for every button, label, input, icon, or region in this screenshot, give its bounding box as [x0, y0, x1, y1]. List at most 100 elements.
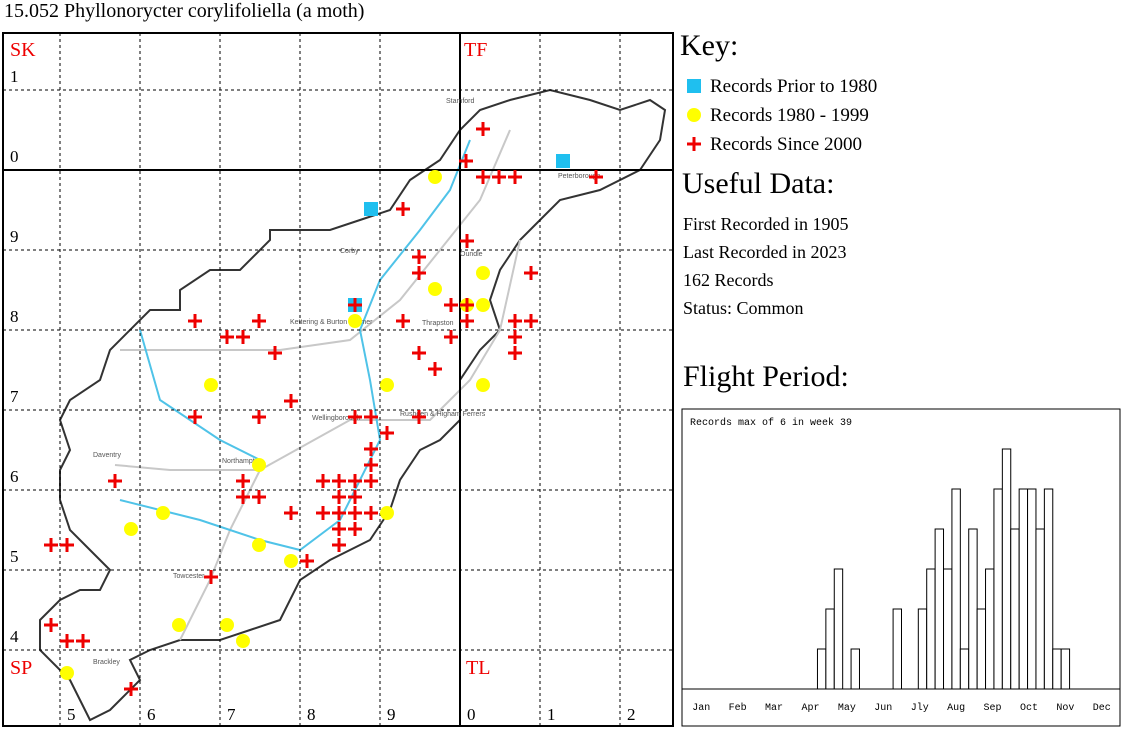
town-label: Brackley: [93, 659, 120, 666]
record-since-2000: [508, 314, 522, 328]
month-label: Jun: [874, 703, 892, 714]
month-label: May: [838, 703, 856, 714]
town-label: Peterborough: [558, 173, 601, 180]
week-bar: [985, 568, 995, 690]
record-since-2000: [332, 538, 346, 552]
records: [44, 122, 603, 696]
record-since-2000: [332, 474, 346, 488]
record-since-2000: [428, 362, 442, 376]
record-since-2000: [348, 474, 362, 488]
record-since-2000: [396, 202, 410, 216]
record-since-2000: [236, 490, 250, 504]
key-item: Records 1980 - 1999: [710, 105, 869, 126]
row-label: 6: [10, 467, 19, 486]
week-bar: [993, 488, 1003, 690]
column-label: 7: [227, 705, 236, 724]
record-1980-1999: [172, 618, 186, 632]
town-label: Wellingborough: [312, 415, 361, 422]
column-label: 0: [467, 705, 476, 724]
record-1980-1999: [220, 618, 234, 632]
town-label: Thrapston: [422, 320, 454, 327]
column-label: 2: [627, 705, 636, 724]
record-1980-1999: [348, 314, 362, 328]
record-since-2000: [364, 442, 378, 456]
record-since-2000: [412, 266, 426, 280]
record-since-2000: [508, 346, 522, 360]
record-since-2000: [44, 618, 58, 632]
record-since-2000: [396, 314, 410, 328]
record-since-2000: [476, 122, 490, 136]
record-since-2000: [236, 474, 250, 488]
week-bar: [1018, 488, 1029, 690]
column-label: 9: [387, 705, 396, 724]
record-since-2000: [332, 490, 346, 504]
month-label: Oct: [1020, 703, 1038, 714]
record-since-2000: [524, 266, 538, 280]
square-label: SK: [10, 39, 36, 61]
row-label: 4: [10, 627, 19, 646]
town-label: Oundle: [460, 251, 483, 258]
week-bar: [892, 608, 902, 690]
month-label: Nov: [1056, 703, 1074, 714]
record-since-2000: [348, 490, 362, 504]
record-since-2000: [332, 522, 346, 536]
record-1980-1999: [284, 554, 298, 568]
useful-data-line: Status: Common: [683, 298, 804, 318]
useful-data-line: 162 Records: [683, 270, 773, 290]
chart-note: Records max of 6 in week 39: [690, 417, 852, 429]
week-bar: [943, 568, 953, 690]
town-label: Stamford: [446, 98, 475, 105]
record-1980-1999: [476, 298, 490, 312]
column-label: 6: [147, 705, 156, 724]
month-label: Feb: [729, 702, 747, 714]
record-since-2000: [348, 522, 362, 536]
square-label: SP: [10, 657, 32, 679]
row-label: 7: [10, 387, 19, 406]
record-since-2000: [348, 410, 362, 424]
week-bar: [917, 608, 928, 690]
row-label: 1: [10, 67, 19, 86]
week-bar: [1035, 528, 1045, 690]
record-since-2000: [460, 234, 474, 248]
town-label: Towcester: [173, 573, 205, 580]
week-bar: [850, 648, 860, 690]
square-label: TL: [466, 657, 490, 679]
week-bar: [825, 608, 835, 690]
week-bar: [816, 648, 827, 690]
record-prior-1980: [364, 202, 378, 216]
record-since-2000: [268, 346, 282, 360]
record-since-2000: [459, 154, 473, 168]
record-1980-1999: [124, 522, 138, 536]
row-label: 9: [10, 227, 19, 246]
month-label: Jan: [692, 703, 710, 714]
record-since-2000: [188, 410, 202, 424]
record-since-2000: [284, 506, 298, 520]
town-label: Northampton: [222, 458, 263, 465]
record-1980-1999: [204, 378, 218, 392]
record-since-2000: [252, 314, 266, 328]
record-1980-1999: [236, 634, 250, 648]
record-since-2000: [204, 570, 218, 584]
road: [120, 129, 511, 351]
record-since-2000: [44, 538, 58, 552]
column-label: 1: [547, 705, 556, 724]
week-bar: [976, 608, 987, 690]
week-bar: [951, 488, 961, 690]
record-since-2000: [60, 634, 74, 648]
record-since-2000: [364, 410, 378, 424]
record-since-2000: [444, 298, 458, 312]
week-bar: [1060, 648, 1071, 690]
town-label: Corby: [340, 248, 359, 255]
record-since-2000: [60, 538, 74, 552]
week-bar: [1027, 488, 1037, 690]
column-label: 5: [67, 705, 76, 724]
record-since-2000: [252, 410, 266, 424]
week-bar: [959, 648, 970, 690]
record-since-2000: [412, 250, 426, 264]
week-bar: [1001, 448, 1012, 690]
record-1980-1999: [380, 378, 394, 392]
month-label: Jly: [911, 702, 929, 714]
week-bar: [1052, 648, 1062, 690]
record-1980-1999: [687, 108, 701, 122]
